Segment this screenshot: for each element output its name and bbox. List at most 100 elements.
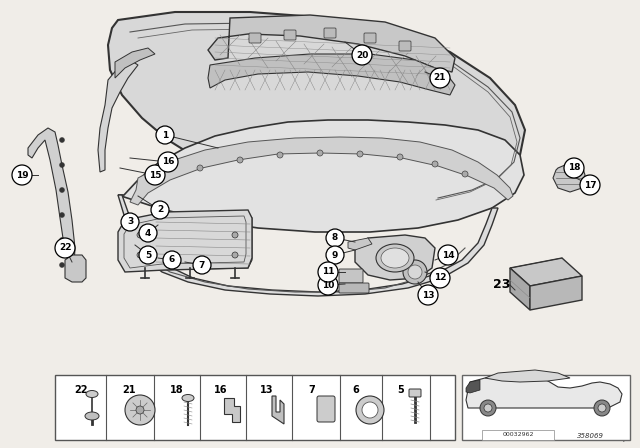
Polygon shape: [118, 195, 498, 296]
Circle shape: [362, 402, 378, 418]
Polygon shape: [130, 137, 513, 205]
Circle shape: [145, 165, 165, 185]
Circle shape: [60, 237, 65, 242]
Circle shape: [277, 152, 283, 158]
Polygon shape: [108, 12, 525, 200]
Text: 3: 3: [127, 217, 133, 227]
FancyBboxPatch shape: [324, 28, 336, 38]
Polygon shape: [510, 268, 530, 310]
Polygon shape: [208, 15, 455, 72]
Text: 7: 7: [199, 260, 205, 270]
Polygon shape: [98, 60, 138, 172]
Text: 16: 16: [162, 158, 174, 167]
Circle shape: [598, 404, 606, 412]
Polygon shape: [466, 380, 480, 393]
Circle shape: [580, 175, 600, 195]
Text: 6: 6: [352, 385, 359, 395]
Text: 13: 13: [422, 290, 435, 300]
Circle shape: [430, 68, 450, 88]
FancyBboxPatch shape: [409, 389, 421, 397]
Circle shape: [139, 246, 157, 264]
Circle shape: [326, 246, 344, 264]
Text: 10: 10: [322, 280, 334, 289]
Circle shape: [237, 157, 243, 163]
Polygon shape: [65, 255, 86, 282]
Text: 22: 22: [59, 244, 71, 253]
Circle shape: [564, 158, 584, 178]
Circle shape: [432, 161, 438, 167]
Text: 22: 22: [74, 385, 88, 395]
Polygon shape: [208, 54, 455, 95]
Circle shape: [158, 152, 178, 172]
Polygon shape: [553, 162, 585, 192]
Text: 18: 18: [568, 164, 580, 172]
FancyBboxPatch shape: [284, 30, 296, 40]
Circle shape: [139, 224, 157, 242]
Text: 11: 11: [322, 267, 334, 276]
Circle shape: [403, 260, 427, 284]
Polygon shape: [154, 213, 252, 270]
Ellipse shape: [86, 391, 98, 397]
Circle shape: [121, 213, 139, 231]
Text: 4: 4: [145, 228, 151, 237]
Circle shape: [317, 150, 323, 156]
Circle shape: [60, 138, 65, 142]
Text: 23: 23: [493, 279, 511, 292]
FancyBboxPatch shape: [399, 41, 411, 51]
Circle shape: [193, 256, 211, 274]
Polygon shape: [224, 398, 240, 422]
Polygon shape: [28, 128, 75, 265]
Circle shape: [357, 151, 363, 157]
Ellipse shape: [85, 412, 99, 420]
Text: 18: 18: [170, 385, 184, 395]
Circle shape: [352, 45, 372, 65]
Text: 9: 9: [332, 250, 338, 259]
Circle shape: [55, 238, 75, 258]
Text: 7: 7: [308, 385, 315, 395]
Circle shape: [462, 171, 468, 177]
Text: 8: 8: [332, 233, 338, 242]
Text: 2: 2: [157, 206, 163, 215]
Circle shape: [60, 163, 65, 168]
FancyBboxPatch shape: [249, 33, 261, 43]
Polygon shape: [118, 120, 524, 232]
Polygon shape: [272, 396, 284, 424]
FancyBboxPatch shape: [364, 33, 376, 43]
Polygon shape: [355, 235, 435, 280]
Circle shape: [318, 275, 338, 295]
Text: 1: 1: [162, 130, 168, 139]
Polygon shape: [115, 48, 155, 78]
Text: 358069: 358069: [577, 433, 604, 439]
Polygon shape: [348, 238, 372, 250]
Text: 00032962: 00032962: [502, 432, 534, 438]
Text: 15: 15: [148, 171, 161, 180]
Text: 17: 17: [584, 181, 596, 190]
Text: 21: 21: [122, 385, 136, 395]
Circle shape: [163, 251, 181, 269]
Circle shape: [438, 245, 458, 265]
Circle shape: [137, 252, 143, 258]
Text: 20: 20: [356, 51, 368, 60]
Circle shape: [430, 268, 450, 288]
Circle shape: [397, 154, 403, 160]
Ellipse shape: [376, 244, 414, 272]
Circle shape: [480, 400, 496, 416]
Circle shape: [60, 188, 65, 193]
Circle shape: [136, 406, 144, 414]
Circle shape: [484, 404, 492, 412]
Circle shape: [408, 265, 422, 279]
Text: 14: 14: [442, 250, 454, 259]
Circle shape: [326, 229, 344, 247]
Circle shape: [232, 252, 238, 258]
Circle shape: [318, 262, 338, 282]
FancyBboxPatch shape: [339, 283, 369, 293]
Text: 12: 12: [434, 273, 446, 283]
Circle shape: [137, 232, 143, 238]
FancyBboxPatch shape: [317, 396, 335, 422]
Text: 16: 16: [214, 385, 227, 395]
Circle shape: [356, 396, 384, 424]
Circle shape: [125, 395, 155, 425]
Circle shape: [151, 201, 169, 219]
Text: 5: 5: [397, 385, 404, 395]
Polygon shape: [118, 210, 252, 272]
